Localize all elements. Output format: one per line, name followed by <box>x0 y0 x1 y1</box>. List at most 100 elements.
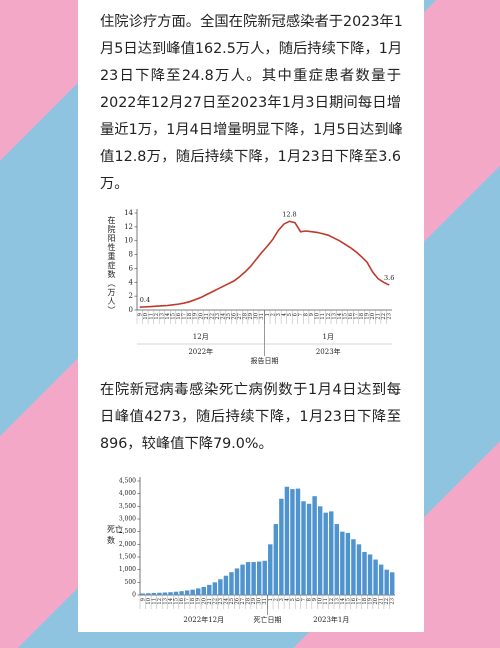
x-tick-label: 2 <box>270 313 276 316</box>
group-label: 2022年12月 <box>183 615 224 624</box>
x-tick-label: 10 <box>143 313 149 320</box>
group-label: 2023年1月 <box>313 615 349 624</box>
x-tick-label: 1 <box>268 598 274 601</box>
x-tick-label: 20 <box>198 313 204 320</box>
x-tick-label: 14 <box>165 312 171 319</box>
x-tick-label: 5 <box>290 598 296 601</box>
x-tick-label: 28 <box>243 313 249 320</box>
x-tick-label: 23 <box>218 598 224 605</box>
bar <box>251 562 256 595</box>
group-label: 2022年 <box>188 347 213 356</box>
bar <box>201 586 206 595</box>
bar <box>240 564 245 595</box>
group-label: 2023年 <box>316 347 341 356</box>
x-tick-label: 31 <box>259 313 265 320</box>
x-tick-label: 23 <box>215 313 221 320</box>
bar <box>268 544 273 595</box>
y-tick-label: 3,000 <box>119 516 136 523</box>
x-tick-label: 23 <box>387 313 393 320</box>
bar <box>301 501 306 595</box>
y-tick-label: 3,500 <box>119 503 136 510</box>
x-tick-label: 24 <box>220 312 226 319</box>
bar <box>195 588 201 595</box>
text-line: 在院新冠病毒感染死亡病例数于1月4日达到每 <box>100 382 401 398</box>
x-tick-label: 14 <box>337 312 343 319</box>
data-label: 0.4 <box>140 296 150 304</box>
x-tick-label: 26 <box>235 598 241 605</box>
bar <box>223 575 229 595</box>
bar <box>290 489 295 595</box>
bar <box>306 503 312 595</box>
x-tick-label: 22 <box>381 313 387 320</box>
bar <box>256 561 262 595</box>
x-tick-label: 14 <box>168 597 174 604</box>
bar <box>173 591 179 595</box>
bar <box>234 568 240 595</box>
x-tick-label: 16 <box>348 313 354 320</box>
y-tick-label: 8 <box>129 251 133 259</box>
x-tick-label: 27 <box>237 313 243 320</box>
x-tick-label: 8 <box>304 313 310 316</box>
x-tick-label: 21 <box>376 313 382 320</box>
x-tick-label: 5 <box>287 313 293 316</box>
x-tick-label: 17 <box>185 598 191 605</box>
y-axis-label: 在院阳性重症数（万人） <box>107 216 116 315</box>
x-tick-label: 12 <box>154 313 160 320</box>
x-tick-label: 19 <box>196 598 202 605</box>
text-line: 值12.8万，随后持续下降，1月23日下降至3.6 <box>100 149 401 165</box>
x-tick-label: 11 <box>151 598 157 605</box>
bar <box>373 559 378 595</box>
x-tick-label: 27 <box>240 598 246 605</box>
y-tick-label: 4,000 <box>119 490 136 497</box>
paragraph: 在院新冠病毒感染死亡病例数于1月4日达到每 日峰值4273，随后持续下降，1月23… <box>100 377 401 458</box>
text-line: 日峰值4273，随后持续下降，1月23日下降至 <box>100 409 401 425</box>
bar <box>345 532 351 595</box>
group-label: 1月 <box>323 333 334 341</box>
bar <box>218 579 223 595</box>
x-tick-label: 11 <box>323 598 329 605</box>
bar <box>273 524 279 595</box>
x-tick-label: 26 <box>232 313 238 320</box>
bar <box>356 544 362 595</box>
x-tick-label: 18 <box>362 598 368 605</box>
bar <box>262 560 267 595</box>
x-tick-label: 19 <box>368 598 374 605</box>
x-tick-label: 9 <box>137 313 143 316</box>
data-label: 12.8 <box>282 210 296 218</box>
y-tick-label: 500 <box>125 579 137 586</box>
bar <box>384 569 389 595</box>
group-label: 12月 <box>193 333 209 341</box>
x-tick-label: 12 <box>157 598 163 605</box>
x-tick-label: 18 <box>359 313 365 320</box>
x-tick-label: 4 <box>284 597 290 601</box>
bar <box>229 572 234 595</box>
bar <box>146 593 151 595</box>
x-tick-label: 31 <box>262 598 268 605</box>
y-tick-label: 2,500 <box>119 528 136 535</box>
bar <box>284 486 290 595</box>
x-tick-label: 25 <box>229 598 235 605</box>
x-tick-label: 29 <box>248 313 254 320</box>
x-tick-label: 24 <box>223 597 229 604</box>
bar <box>334 524 340 595</box>
bar <box>378 564 384 595</box>
bar <box>312 496 317 595</box>
paragraph: 住院诊疗方面。全国在院新冠感染者于2023年1 月5日达到峰值162.5万人，随后… <box>100 9 403 198</box>
text-line: 月5日达到峰值162.5万人，随后持续下降，1月 <box>100 41 403 57</box>
x-tick-label: 3 <box>279 598 285 601</box>
x-tick-label: 16 <box>351 598 357 605</box>
x-tick-label: 12 <box>329 598 335 605</box>
data-line <box>139 220 390 309</box>
bar <box>168 592 173 595</box>
x-axis-label: 死亡日期 <box>254 615 282 624</box>
x-tick-label: 16 <box>179 598 185 605</box>
bar <box>351 539 356 595</box>
x-tick-label: 9 <box>312 598 318 601</box>
bar <box>157 592 162 595</box>
x-tick-label: 29 <box>251 598 257 605</box>
x-tick-label: 21 <box>207 598 213 605</box>
text-line: 2022年12月27日至2023年1月3日期间每日增 <box>100 95 401 111</box>
y-tick-label: 4 <box>129 278 134 286</box>
x-tick-label: 1 <box>265 313 271 316</box>
x-tick-label: 22 <box>384 598 390 605</box>
